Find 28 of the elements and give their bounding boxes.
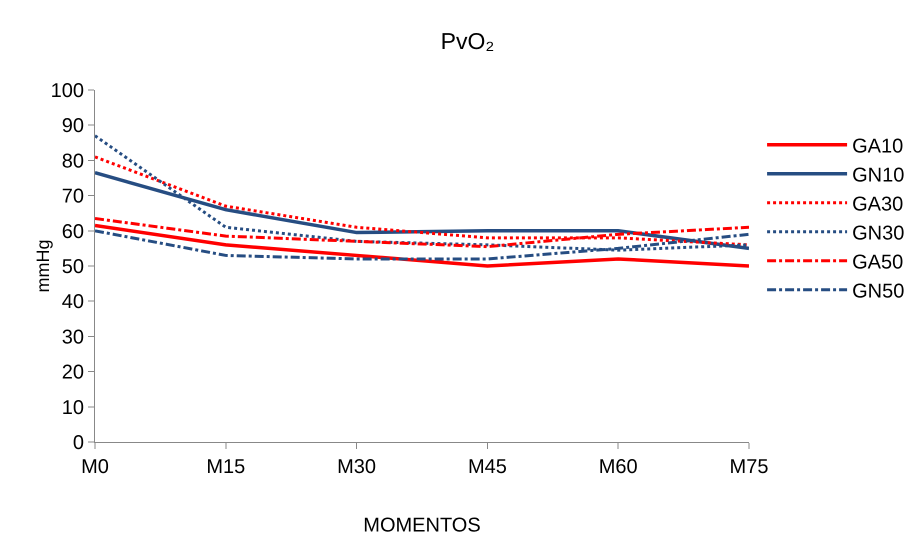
y-tick-label: 40 [62, 291, 84, 314]
x-tick-label: M30 [337, 456, 376, 478]
chart-title: PvO₂ [440, 28, 494, 54]
legend-label: GA50 [852, 252, 904, 274]
y-tick-label: 50 [62, 256, 84, 278]
y-tick-label: 0 [72, 432, 84, 454]
x-tick-label: M60 [598, 456, 638, 478]
y-tick-label: 80 [62, 150, 84, 172]
y-tick-label: 10 [62, 396, 84, 419]
y-axis-title: mmHg [33, 240, 53, 292]
legend-label: GN10 [852, 164, 904, 186]
legend-label: GA30 [852, 194, 904, 216]
y-tick-label: 70 [62, 186, 84, 208]
y-tick-label: 100 [50, 80, 84, 102]
line-series [95, 155, 749, 246]
x-tick-label: M15 [206, 456, 246, 478]
line-series [95, 224, 749, 268]
legend-label: GN50 [852, 280, 904, 302]
y-tick-label: 30 [62, 326, 84, 348]
x-axis-title: MOMENTOS [363, 514, 481, 536]
y-tick-label: 60 [62, 220, 84, 243]
legend-label: GA10 [852, 136, 904, 158]
y-tick-label: 20 [62, 362, 84, 384]
x-tick-label: M75 [730, 456, 768, 478]
x-tick-label: M0 [81, 456, 109, 478]
y-tick-label: 90 [62, 115, 84, 138]
legend-label: GN30 [852, 222, 904, 244]
x-tick-label: M45 [468, 456, 507, 478]
